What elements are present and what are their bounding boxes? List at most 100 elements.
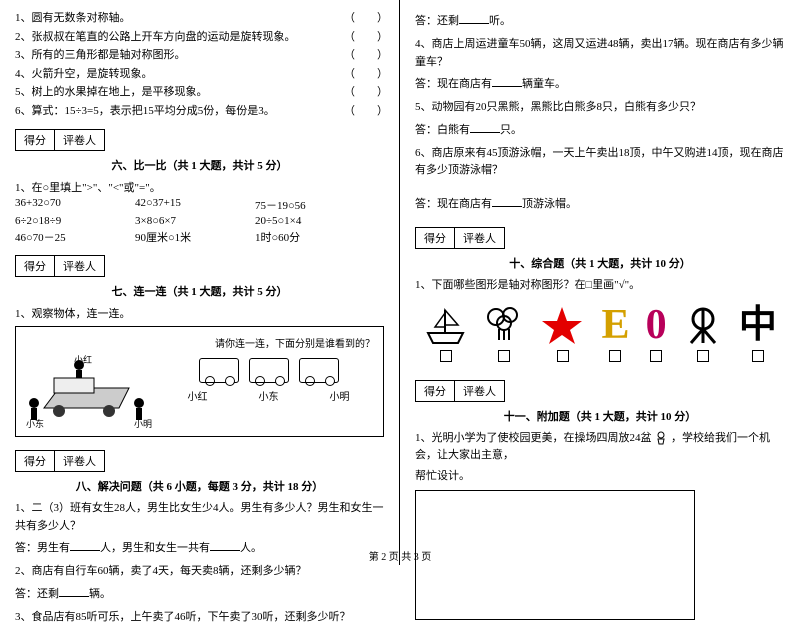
char-zhong-icon: 中 bbox=[739, 305, 777, 345]
checkbox bbox=[650, 350, 662, 362]
q8-6: 6、商店原来有45顶游泳帽，一天上午卖出18顶，中午又购进14顶，现在商店有多少… bbox=[415, 145, 785, 180]
section6-title: 六、比一比（共 1 大题，共计 5 分） bbox=[15, 157, 384, 173]
blank bbox=[470, 121, 500, 133]
blank bbox=[59, 585, 89, 597]
answer-line: 答：现在商店有辆童车。 bbox=[415, 75, 785, 91]
blank bbox=[492, 195, 522, 207]
judgment-text: 2、张叔叔在笔直的公路上开车方向盘的运动是旋转现象。 bbox=[15, 29, 344, 46]
paren: （ ） bbox=[344, 47, 384, 64]
score-label: 得分 bbox=[416, 228, 455, 248]
score-label: 得分 bbox=[416, 381, 455, 401]
judgment-list: 1、圆有无数条对称轴。（ ） 2、张叔叔在笔直的公路上开车方向盘的运动是旋转现象… bbox=[15, 10, 384, 119]
checkbox bbox=[752, 350, 764, 362]
judgment-text: 3、所有的三角形都是轴对称图形。 bbox=[15, 47, 344, 64]
judgment-item: 5、树上的水果掉在地上，是平移现象。（ ） bbox=[15, 84, 384, 101]
sym-0: 0 bbox=[646, 305, 667, 362]
boat-icon bbox=[423, 305, 468, 345]
paren: （ ） bbox=[344, 84, 384, 101]
judgment-item: 1、圆有无数条对称轴。（ ） bbox=[15, 10, 384, 27]
paren: （ ） bbox=[344, 29, 384, 46]
right-column: 答：还剩听。 4、商店上周运进童车50辆，这周又运进48辆，卖出17辆。现在商店… bbox=[400, 0, 800, 565]
judgment-item: 6、算式：15÷3=5，表示把15平均分成5份，每份是3。（ ） bbox=[15, 103, 384, 120]
section6-instruction: 1、在○里填上">"、"<"或"="。 bbox=[15, 179, 384, 195]
answer-line: 答：白熊有只。 bbox=[415, 121, 785, 137]
q8-5: 5、动物园有20只黑熊，黑熊比白熊多8只，白熊有多少只？ bbox=[415, 99, 785, 117]
compare-row: 36+32○7042○37+1575－19○56 bbox=[15, 197, 384, 213]
railway-icon bbox=[683, 305, 723, 345]
score-box: 得分 评卷人 bbox=[415, 227, 505, 249]
q8-4: 4、商店上周运进童车50辆，这周又运进48辆，卖出17辆。现在商店有多少辆童车？ bbox=[415, 36, 785, 71]
van-icon bbox=[299, 358, 339, 383]
grader-label: 评卷人 bbox=[55, 256, 104, 276]
van-views bbox=[162, 358, 375, 383]
score-box: 得分 评卷人 bbox=[415, 380, 505, 402]
digit-0-icon: 0 bbox=[646, 305, 667, 345]
scene: 小红 小东 小明 bbox=[24, 353, 154, 428]
people-names: 小红 小东 小明 bbox=[162, 388, 375, 403]
score-label: 得分 bbox=[16, 256, 55, 276]
section10-title: 十、综合题（共 1 大题，共计 10 分） bbox=[415, 255, 785, 271]
grader-label: 评卷人 bbox=[455, 381, 504, 401]
paren: （ ） bbox=[344, 103, 384, 120]
score-label: 得分 bbox=[16, 130, 55, 150]
sym-star bbox=[540, 305, 585, 362]
symmetry-shapes: E 0 中 bbox=[415, 305, 785, 362]
judgment-item: 3、所有的三角形都是轴对称图形。（ ） bbox=[15, 47, 384, 64]
checkbox bbox=[498, 350, 510, 362]
section7-q: 1、观察物体，连一连。 bbox=[15, 305, 384, 321]
sym-boat bbox=[423, 305, 468, 362]
score-label: 得分 bbox=[16, 451, 55, 471]
compare-row: 6÷2○18÷93×8○6×720÷5○1×4 bbox=[15, 215, 384, 227]
section8-title: 八、解决问题（共 6 小题，每题 3 分，共计 18 分） bbox=[15, 478, 384, 494]
paren: （ ） bbox=[344, 66, 384, 83]
checkbox bbox=[609, 350, 621, 362]
q11: 1、光明小学为了使校园更美，在操场四周放24盆 ，学校给我们一个机会，让大家出主… bbox=[415, 430, 785, 465]
judgment-item: 4、火箭升空，是旋转现象。（ ） bbox=[15, 66, 384, 83]
score-box: 得分 评卷人 bbox=[15, 450, 105, 472]
grader-label: 评卷人 bbox=[55, 130, 104, 150]
blank bbox=[492, 75, 522, 87]
side-label: 小东 bbox=[26, 417, 44, 430]
broccoli-icon bbox=[484, 305, 524, 345]
blank bbox=[459, 12, 489, 24]
grader-label: 评卷人 bbox=[455, 228, 504, 248]
van-icon bbox=[199, 358, 239, 383]
q11-cont: 帮忙设计。 bbox=[415, 468, 785, 486]
observation-figure: 请你连一连，下面分别是谁看到的？ 小红 小东 小明 bbox=[15, 326, 384, 437]
checkbox bbox=[697, 350, 709, 362]
judgment-text: 4、火箭升空，是旋转现象。 bbox=[15, 66, 344, 83]
paren: （ ） bbox=[344, 10, 384, 27]
judgment-item: 2、张叔叔在笔直的公路上开车方向盘的运动是旋转现象。（ ） bbox=[15, 29, 384, 46]
q8-2: 2、商店有自行车60辆，卖了4天，每天卖8辆，还剩多少辆？ bbox=[15, 563, 384, 581]
grader-label: 评卷人 bbox=[55, 451, 104, 471]
letter-E-icon: E bbox=[601, 305, 629, 345]
score-box: 得分 评卷人 bbox=[15, 255, 105, 277]
figure-hint: 请你连一连，下面分别是谁看到的？ bbox=[24, 335, 375, 350]
judgment-text: 5、树上的水果掉在地上，是平移现象。 bbox=[15, 84, 344, 101]
van-icon bbox=[249, 358, 289, 383]
score-box: 得分 评卷人 bbox=[15, 129, 105, 151]
sym-zhong: 中 bbox=[739, 305, 777, 362]
judgment-text: 1、圆有无数条对称轴。 bbox=[15, 10, 344, 27]
left-column: 1、圆有无数条对称轴。（ ） 2、张叔叔在笔直的公路上开车方向盘的运动是旋转现象… bbox=[0, 0, 400, 565]
top-label: 小红 bbox=[74, 353, 92, 366]
sym-broccoli bbox=[484, 305, 524, 362]
compare-row: 46○70－2590厘米○1米1时○60分 bbox=[15, 229, 384, 245]
page-footer: 第 2 页 共 3 页 bbox=[0, 548, 800, 563]
flower-pot-icon bbox=[654, 431, 668, 445]
answer-line: 答：现在商店有顶游泳帽。 bbox=[415, 195, 785, 211]
side-label: 小明 bbox=[134, 417, 152, 430]
sym-E: E bbox=[601, 305, 629, 362]
answer-line: 答：还剩听。 bbox=[415, 12, 785, 28]
q10: 1、下面哪些图形是轴对称图形？在□里画"√"。 bbox=[415, 277, 785, 295]
checkbox bbox=[440, 350, 452, 362]
q8-1: 1、二（3）班有女生28人，男生比女生少4人。男生有多少人？男生和女生一共有多少… bbox=[15, 500, 384, 535]
checkbox bbox=[557, 350, 569, 362]
q8-3: 3、食品店有85听可乐，上午卖了46听，下午卖了30听，还剩多少听？ bbox=[15, 609, 384, 626]
section11-title: 十一、附加题（共 1 大题，共计 10 分） bbox=[415, 408, 785, 424]
star-icon bbox=[540, 305, 585, 345]
judgment-text: 6、算式：15÷3=5，表示把15平均分成5份，每份是3。 bbox=[15, 103, 344, 120]
section7-title: 七、连一连（共 1 大题，共计 5 分） bbox=[15, 283, 384, 299]
answer-line: 答：还剩辆。 bbox=[15, 585, 384, 601]
sym-rail bbox=[683, 305, 723, 362]
